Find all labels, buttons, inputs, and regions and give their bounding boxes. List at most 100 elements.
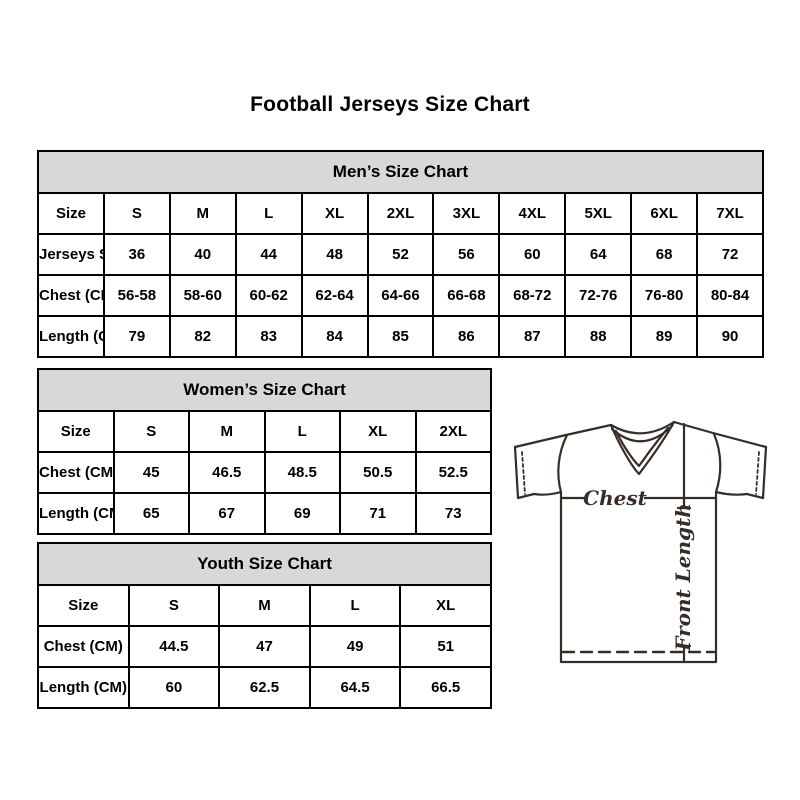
size-value-cell: S bbox=[102, 192, 171, 235]
size-value-cell: 72 bbox=[696, 233, 764, 276]
size-value-cell: 66.5 bbox=[399, 666, 492, 709]
size-value-cell: 73 bbox=[414, 492, 492, 535]
size-value-cell: XL bbox=[399, 584, 492, 627]
size-value-cell: 62-64 bbox=[300, 274, 369, 317]
size-value-cell: 58-60 bbox=[168, 274, 237, 317]
front-length-label: Front Length bbox=[671, 503, 695, 652]
size-value-cell: 86 bbox=[432, 315, 501, 358]
size-value-cell: 3XL bbox=[432, 192, 501, 235]
size-value-cell: 69 bbox=[263, 492, 341, 535]
youth-size-table: Youth Size Chart Size S M L XL Chest (CM) 44.5… bbox=[37, 542, 492, 709]
row-label: Size bbox=[37, 410, 115, 453]
size-value-cell: 52 bbox=[366, 233, 435, 276]
size-value-cell: 56 bbox=[432, 233, 501, 276]
size-value-cell: 40 bbox=[168, 233, 237, 276]
mens-size-table: Men’s Size Chart Size S M L XL 2XL 3XL 4XL 5XL 6X… bbox=[37, 150, 764, 358]
size-value-cell: 67 bbox=[188, 492, 266, 535]
table-row: Length (CM) 60 62.5 64.5 66.5 bbox=[37, 666, 492, 709]
size-value-cell: 68-72 bbox=[498, 274, 567, 317]
size-value-cell: XL bbox=[339, 410, 417, 453]
size-value-cell: L bbox=[263, 410, 341, 453]
size-value-cell: 60 bbox=[498, 233, 567, 276]
size-value-cell: 52.5 bbox=[414, 451, 492, 494]
table-header-row: Men’s Size Chart bbox=[37, 150, 764, 194]
size-value-cell: S bbox=[112, 410, 190, 453]
size-value-cell: 62.5 bbox=[218, 666, 311, 709]
size-value-cell: 87 bbox=[498, 315, 567, 358]
chest-measure-line bbox=[559, 486, 718, 508]
size-value-cell: 82 bbox=[168, 315, 237, 358]
size-value-cell: 60 bbox=[127, 666, 221, 709]
size-value-cell: 5XL bbox=[564, 192, 633, 235]
table-title: Youth Size Chart bbox=[37, 542, 492, 586]
row-label: Chest (CM) bbox=[37, 274, 105, 317]
size-value-cell: L bbox=[308, 584, 402, 627]
jersey-measurement-diagram: Chest Front Length bbox=[513, 420, 768, 664]
row-label: Jerseys Size bbox=[37, 233, 105, 276]
size-value-cell: M bbox=[168, 192, 237, 235]
size-value-cell: 44 bbox=[234, 233, 303, 276]
row-label: Chest (CM) bbox=[37, 451, 115, 494]
size-value-cell: XL bbox=[300, 192, 369, 235]
size-value-cell: 48.5 bbox=[263, 451, 341, 494]
size-value-cell: 85 bbox=[366, 315, 435, 358]
size-value-cell: 71 bbox=[339, 492, 417, 535]
size-value-cell: 64 bbox=[564, 233, 633, 276]
row-label: Length (CM) bbox=[37, 666, 130, 709]
front-length-measure-line bbox=[676, 422, 692, 664]
size-value-cell: 65 bbox=[112, 492, 190, 535]
table-header-row: Youth Size Chart bbox=[37, 542, 492, 586]
size-value-cell: 89 bbox=[630, 315, 699, 358]
row-label: Length (CM) bbox=[37, 492, 115, 535]
table-title: Men’s Size Chart bbox=[37, 150, 764, 194]
size-value-cell: 90 bbox=[696, 315, 764, 358]
size-value-cell: 84 bbox=[300, 315, 369, 358]
size-value-cell: 79 bbox=[102, 315, 171, 358]
table-row: Size S M L XL bbox=[37, 584, 492, 627]
row-label: Size bbox=[37, 192, 105, 235]
size-value-cell: 88 bbox=[564, 315, 633, 358]
size-value-cell: 2XL bbox=[414, 410, 492, 453]
table-header-row: Women’s Size Chart bbox=[37, 368, 492, 412]
chest-label: Chest bbox=[583, 486, 647, 510]
size-value-cell: 51 bbox=[399, 625, 492, 668]
table-row: Size S M L XL 2XL 3XL 4XL 5XL 6XL 7XL bbox=[37, 192, 764, 235]
row-label: Chest (CM) bbox=[37, 625, 130, 668]
table-row: Jerseys Size36404448525660646872 bbox=[37, 233, 764, 276]
size-value-cell: 56-58 bbox=[102, 274, 171, 317]
size-value-cell: 72-76 bbox=[564, 274, 633, 317]
size-value-cell: 47 bbox=[218, 625, 311, 668]
size-value-cell: S bbox=[127, 584, 221, 627]
size-value-cell: 64.5 bbox=[308, 666, 402, 709]
size-value-cell: 45 bbox=[112, 451, 190, 494]
table-row: Chest (CM) 44.5 47 49 51 bbox=[37, 625, 492, 668]
size-value-cell: 44.5 bbox=[127, 625, 221, 668]
size-value-cell: M bbox=[188, 410, 266, 453]
table-title: Women’s Size Chart bbox=[37, 368, 492, 412]
size-value-cell: 76-80 bbox=[630, 274, 699, 317]
size-value-cell: 6XL bbox=[630, 192, 699, 235]
size-value-cell: 48 bbox=[300, 233, 369, 276]
size-value-cell: 80-84 bbox=[696, 274, 764, 317]
page-title: Football Jerseys Size Chart bbox=[250, 93, 530, 116]
table-row: Chest (CM)56-5858-6060-6262-6464-6666-68… bbox=[37, 274, 764, 317]
size-value-cell: 7XL bbox=[696, 192, 764, 235]
size-value-cell: 49 bbox=[308, 625, 402, 668]
size-value-cell: 36 bbox=[102, 233, 171, 276]
size-value-cell: 4XL bbox=[498, 192, 567, 235]
size-value-cell: M bbox=[218, 584, 311, 627]
size-value-cell: L bbox=[234, 192, 303, 235]
size-value-cell: 83 bbox=[234, 315, 303, 358]
size-value-cell: 46.5 bbox=[188, 451, 266, 494]
size-value-cell: 64-66 bbox=[366, 274, 435, 317]
size-value-cell: 50.5 bbox=[339, 451, 417, 494]
womens-size-table: Women’s Size Chart Size S M L XL 2XL Chest (CM… bbox=[37, 368, 492, 535]
size-value-cell: 60-62 bbox=[234, 274, 303, 317]
size-value-cell: 68 bbox=[630, 233, 699, 276]
size-value-cell: 66-68 bbox=[432, 274, 501, 317]
table-row: Chest (CM) 45 46.5 48.5 50.5 52.5 bbox=[37, 451, 492, 494]
row-label: Size bbox=[37, 584, 130, 627]
table-row: Size S M L XL 2XL bbox=[37, 410, 492, 453]
